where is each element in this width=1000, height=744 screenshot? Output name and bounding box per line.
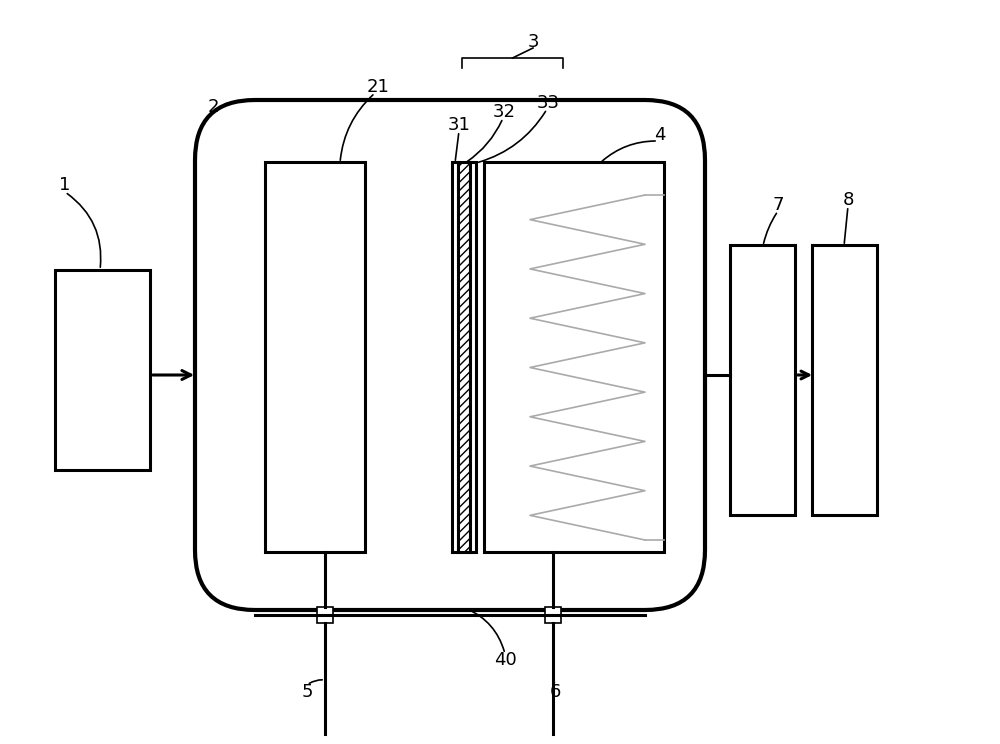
Text: 7: 7	[772, 196, 784, 214]
Text: 21: 21	[367, 78, 389, 96]
Bar	[545, 607, 561, 623]
Text: 8: 8	[842, 191, 854, 209]
Bar	[452, 162, 458, 552]
Bar	[484, 162, 664, 552]
Bar	[317, 607, 333, 623]
Bar	[458, 162, 470, 552]
Bar	[812, 245, 877, 515]
Text: 40: 40	[494, 651, 516, 669]
Text: 3: 3	[527, 33, 539, 51]
Text: 1: 1	[59, 176, 71, 194]
Text: 32: 32	[492, 103, 516, 121]
FancyBboxPatch shape	[195, 100, 705, 610]
Bar	[265, 162, 365, 552]
Bar	[470, 162, 476, 552]
Text: 33: 33	[536, 94, 560, 112]
Text: 2: 2	[207, 98, 219, 116]
Text: 6: 6	[549, 683, 561, 701]
Text: 5: 5	[301, 683, 313, 701]
Text: 31: 31	[448, 116, 470, 134]
Text: 4: 4	[654, 126, 666, 144]
Bar	[55, 270, 150, 470]
Bar	[730, 245, 795, 515]
